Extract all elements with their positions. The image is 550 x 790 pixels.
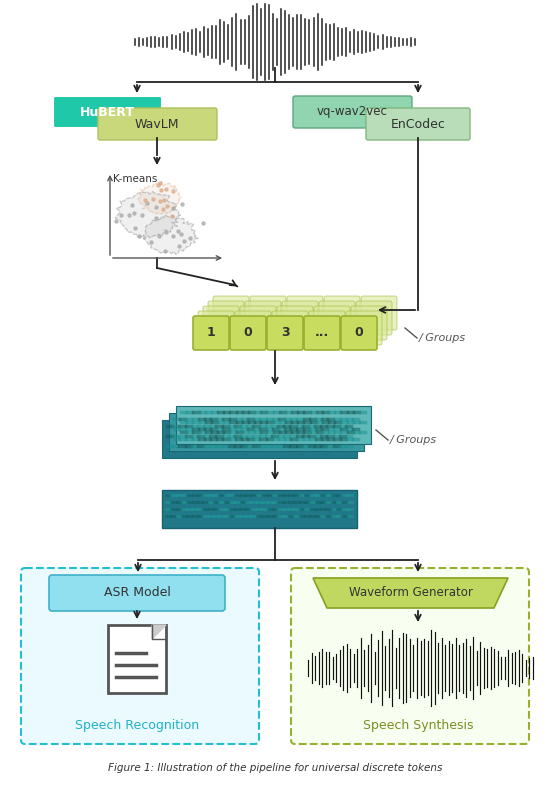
Text: / Groups: / Groups [419,333,466,343]
FancyBboxPatch shape [319,301,355,335]
FancyBboxPatch shape [324,296,360,330]
Polygon shape [139,182,181,214]
FancyBboxPatch shape [198,311,234,345]
FancyBboxPatch shape [98,108,217,140]
Point [143,197,152,209]
Text: 0: 0 [355,326,364,340]
Polygon shape [152,625,166,639]
Point [125,209,134,221]
Text: Figure 1: Illustration of the pipeline for universal discrete tokens: Figure 1: Illustration of the pipeline f… [108,763,442,773]
Point [147,236,156,249]
FancyBboxPatch shape [291,568,529,744]
FancyBboxPatch shape [293,96,412,128]
Polygon shape [313,578,508,608]
Bar [162,420,357,458]
Text: WavLM: WavLM [135,118,179,130]
FancyBboxPatch shape [49,575,225,611]
Point [168,202,177,215]
Point [158,203,167,216]
Bar [176,406,371,444]
Point [175,240,184,253]
FancyBboxPatch shape [287,296,323,330]
Point [180,235,189,247]
Point [160,194,169,206]
Point [178,198,187,210]
FancyBboxPatch shape [235,311,271,345]
Point [160,245,169,258]
FancyBboxPatch shape [53,96,162,128]
FancyBboxPatch shape [230,316,266,350]
Point [162,183,170,196]
FancyBboxPatch shape [213,296,249,330]
Text: 1: 1 [207,326,216,340]
Point [152,212,161,224]
Point [128,199,136,212]
FancyBboxPatch shape [361,296,397,330]
Point [177,228,186,240]
FancyBboxPatch shape [366,108,470,140]
Point [163,199,172,212]
Point [168,230,177,243]
FancyBboxPatch shape [351,306,387,340]
FancyBboxPatch shape [272,311,308,345]
FancyBboxPatch shape [314,306,350,340]
Text: ...: ... [315,326,329,340]
FancyBboxPatch shape [304,316,340,350]
Point [168,209,177,222]
Text: EnCodec: EnCodec [390,118,446,130]
FancyBboxPatch shape [250,296,286,330]
Point [131,222,140,235]
Point [156,195,164,208]
Text: vq-wav2vec: vq-wav2vec [317,106,387,118]
Point [138,209,146,222]
FancyBboxPatch shape [203,306,239,340]
FancyBboxPatch shape [208,301,244,335]
FancyBboxPatch shape [267,316,303,350]
FancyBboxPatch shape [21,568,259,744]
Bar [169,413,364,451]
FancyBboxPatch shape [341,316,377,350]
Text: Speech Recognition: Speech Recognition [75,718,199,732]
Point [157,183,166,196]
Point [140,194,149,206]
Point [186,232,195,245]
FancyBboxPatch shape [346,311,382,345]
FancyBboxPatch shape [193,316,229,350]
FancyBboxPatch shape [245,301,281,335]
Text: K-means: K-means [113,174,157,184]
Point [154,179,163,191]
Text: HuBERT: HuBERT [80,106,135,118]
Point [117,209,125,221]
Point [169,184,178,197]
Text: 3: 3 [280,326,289,340]
FancyBboxPatch shape [309,311,345,345]
Point [135,229,144,242]
FancyBboxPatch shape [108,625,166,693]
Text: Speech Synthesis: Speech Synthesis [363,718,473,732]
Point [112,215,120,228]
FancyBboxPatch shape [240,306,276,340]
Point [148,193,157,205]
Point [156,177,164,190]
FancyBboxPatch shape [356,301,392,335]
Point [199,216,207,229]
Point [155,230,163,243]
Text: 0: 0 [244,326,252,340]
FancyBboxPatch shape [277,306,313,340]
Point [162,226,170,239]
Text: / Groups: / Groups [390,435,437,445]
Point [173,224,182,237]
Text: ASR Model: ASR Model [103,586,170,600]
Point [151,201,160,213]
FancyBboxPatch shape [282,301,318,335]
Bar [162,490,357,528]
Text: Waveform Generator: Waveform Generator [349,586,472,600]
Polygon shape [116,191,181,239]
Point [130,207,139,220]
Polygon shape [142,215,199,254]
